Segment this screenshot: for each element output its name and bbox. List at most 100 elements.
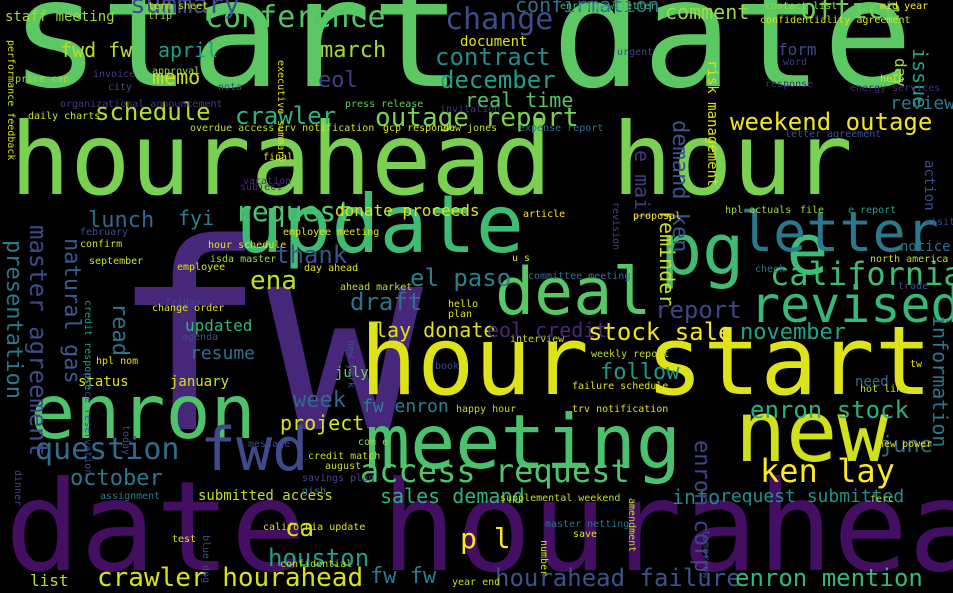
word-lunch: lunch (88, 208, 155, 233)
word-el-paso: el paso (410, 264, 512, 292)
word-thank: thank (275, 241, 348, 269)
word-erv-notification: erv notification (278, 123, 375, 134)
word-gish: gish (302, 486, 327, 497)
word-submitted-access: submitted access (198, 488, 333, 504)
word-outage-report: outage report (375, 103, 579, 133)
word-book: book (435, 361, 460, 372)
word-june: june (880, 433, 933, 458)
word-hpl-nom: hpl nom (96, 356, 139, 367)
word-nota: nota (218, 82, 243, 93)
word-presentation: presentation (1, 240, 26, 399)
word-action: action (921, 160, 937, 211)
word-request: request (235, 195, 354, 228)
word-office: office (800, 0, 902, 25)
word-read: read (107, 303, 132, 356)
word-hour-schedule: hour schedule (208, 240, 287, 251)
word-december: december (440, 66, 556, 94)
word-crawler-hourahead: crawler hourahead (97, 563, 364, 593)
word-amendment: amendment (626, 498, 637, 553)
word-employee: employee (177, 262, 226, 273)
word-enron-stock: enron stock (750, 396, 909, 424)
word-revision: revision (610, 202, 621, 251)
word-help: help (880, 74, 905, 85)
word-document: document (460, 34, 528, 50)
word-natural-gas: natural gas (59, 238, 84, 384)
word-com-e: com e (358, 437, 389, 448)
word-trv-notification: trv notification (572, 404, 669, 415)
word-vacation: vacation (243, 176, 292, 187)
word-hot-link: hot link (860, 384, 909, 395)
word-new-power: new power (878, 439, 933, 450)
word-dow-jones: dow jones (443, 123, 498, 134)
word-u-s: u s (512, 253, 531, 264)
word-week: week (293, 388, 346, 413)
word-energy-services: energy services (850, 83, 941, 94)
word-term-sheet: term sheet (148, 1, 209, 12)
word-credit-response: credit response (82, 300, 93, 391)
word-city: city (108, 82, 133, 93)
word-draft: draft (350, 288, 423, 316)
word-e-mail: e mail (630, 150, 654, 223)
word-overdue-access: overdue access (190, 123, 275, 134)
word-message: message (248, 439, 291, 450)
word-august: august (325, 461, 362, 472)
word-price-reservation: price reservation (82, 373, 93, 476)
word-eol-credit: eol credit (487, 318, 608, 342)
word-check: check (755, 264, 786, 275)
word-test: test (172, 534, 197, 545)
word-urgent: urgent (617, 47, 654, 58)
word-notice: notice (900, 239, 951, 255)
word-enron-newsletter: enron newsletter (560, 1, 657, 12)
word-update: update (235, 178, 524, 271)
word-response: response (765, 79, 814, 90)
word-april: april (158, 38, 219, 62)
word-california: california (770, 255, 953, 293)
word-confirmation: confirmation (515, 0, 660, 17)
word-date-hourahead: date hourahead (5, 455, 953, 593)
word-dinner: dinner (12, 470, 23, 507)
word-resume: resume (190, 343, 256, 364)
word-fw-enron: fw enron (362, 396, 449, 417)
word-memo: memo (152, 65, 201, 89)
word-employee-meeting: employee meeting (283, 227, 380, 238)
word-ahead-market: ahead market (340, 282, 413, 293)
word-updated: updated (185, 316, 253, 335)
word-ca: ca (285, 514, 314, 542)
word-save: save (573, 529, 598, 540)
word-change: change (445, 2, 554, 37)
word-september: september (89, 256, 144, 267)
word-day-ahead: day ahead (304, 263, 359, 274)
word-p-l: p l (460, 522, 511, 555)
word-final: final (263, 152, 294, 163)
word-stock-sale: stock sale (588, 318, 733, 346)
word-savings-plan: savings plan (302, 473, 375, 484)
word-agenda: agenda (182, 332, 219, 343)
word-hourahead-failure: hourahead failure (495, 564, 741, 592)
word-isda-master: isda master (210, 254, 277, 265)
word-ken-lay: ken lay (760, 452, 895, 490)
word-price-cap: price cap (15, 74, 70, 85)
word-new: new (735, 383, 889, 482)
word-tomorrow: tomorrow (700, 530, 711, 579)
word-trade: trade (898, 281, 929, 292)
word-number: number (538, 540, 549, 577)
word-request-submitted: request submitted (720, 486, 905, 507)
word-november: november (740, 320, 846, 345)
word-demand-ken: demand ken (667, 120, 692, 253)
word-word: word (783, 57, 808, 68)
word-crawler: crawler (235, 102, 337, 130)
word-e-report: e report (848, 205, 897, 216)
word-project: project (280, 411, 365, 435)
word-issue: issue (908, 48, 932, 109)
word-fwd: fwd (200, 415, 309, 485)
word-hpl-actuals: hpl actuals (725, 205, 792, 216)
word-new-york: new york (345, 340, 356, 389)
word-fwd-fw: fwd fw (60, 38, 133, 62)
word-march: march (320, 38, 387, 63)
word-deal: deal (495, 255, 652, 330)
word-north-america: north america (870, 254, 949, 265)
word-fw: fw (110, 189, 424, 491)
word-approval: approval (152, 66, 201, 77)
word-sales-demand: sales demand (380, 484, 525, 508)
